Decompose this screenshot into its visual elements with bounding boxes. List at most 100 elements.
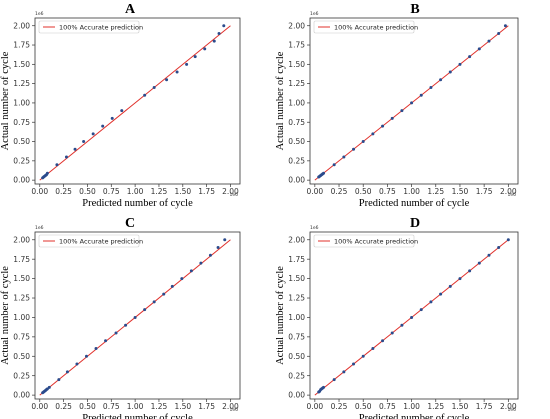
data-point xyxy=(448,70,452,74)
data-point xyxy=(212,39,216,43)
y-tick-label: 1.50 xyxy=(288,274,305,283)
y-tick-label: 1.00 xyxy=(288,99,305,108)
data-point xyxy=(133,315,137,319)
data-point xyxy=(143,93,147,97)
data-point xyxy=(468,269,472,273)
x-tick-label: 0.25 xyxy=(331,187,348,196)
data-point xyxy=(429,300,433,304)
data-point xyxy=(322,171,326,175)
y-tick-label: 1.25 xyxy=(13,294,30,303)
data-point xyxy=(322,385,326,389)
data-point xyxy=(94,347,98,351)
data-point xyxy=(143,308,147,312)
x-tick-label: 1.75 xyxy=(198,187,215,196)
panel-a: A 0.00 0.25 0.50 0.75 1.00 1.25 1.50 1.75 2.00 0.0… xyxy=(0,2,241,209)
data-point xyxy=(487,253,491,257)
y-tick-label: 0.50 xyxy=(288,352,305,361)
y-tick-label: 0.00 xyxy=(288,391,305,400)
data-point xyxy=(217,31,221,35)
data-point xyxy=(216,246,220,250)
x-tick-label: 1.25 xyxy=(151,187,168,196)
data-point xyxy=(497,246,501,250)
x-tick-label: 0.50 xyxy=(79,402,96,411)
data-point xyxy=(439,292,443,296)
y-tick-label: 0.25 xyxy=(13,156,30,165)
data-point xyxy=(82,140,86,144)
x-offset-text: 1e6 xyxy=(230,407,239,413)
y-tick-label: 1.75 xyxy=(13,255,30,264)
y-axis-label: Actual number of cycle xyxy=(275,51,286,150)
data-point xyxy=(203,47,207,51)
y-tick-label: 1.75 xyxy=(288,41,305,50)
data-point xyxy=(410,101,414,105)
y-tick-label: 1.50 xyxy=(288,60,305,69)
data-point xyxy=(477,261,481,265)
data-point xyxy=(55,163,59,167)
data-point xyxy=(400,323,404,327)
y-tick-label: 1.00 xyxy=(13,99,30,108)
x-tick-label: 0.25 xyxy=(55,187,72,196)
panel-title-a: A xyxy=(125,2,136,17)
x-tick-label: 1.00 xyxy=(403,402,420,411)
panel-c: C 0.00 0.25 0.50 0.75 1.00 1.25 1.50 1.75 2.00 0.0… xyxy=(0,216,241,419)
x-tick-label: 1.75 xyxy=(476,402,493,411)
data-point xyxy=(114,331,118,335)
y-axis-label: Actual number of cycle xyxy=(275,266,286,365)
data-point xyxy=(503,24,507,28)
panel-title-c: C xyxy=(125,216,135,231)
y-tick-label: 0.00 xyxy=(13,391,30,400)
x-tick-label: 1.50 xyxy=(174,402,191,411)
x-tick-label: 0.75 xyxy=(103,402,120,411)
panel-title-b: B xyxy=(410,2,419,17)
y-tick-label: 1.00 xyxy=(13,313,30,322)
data-point xyxy=(458,277,462,281)
x-tick-label: 1.25 xyxy=(427,402,444,411)
data-point xyxy=(390,331,394,335)
data-point xyxy=(371,132,375,136)
x-tick-label: 1.00 xyxy=(127,187,144,196)
axes-frame-b xyxy=(309,17,519,185)
y-tick-label: 0.00 xyxy=(288,176,305,185)
y-offset-text: 1e6 xyxy=(310,11,319,17)
x-tick-label: 1.50 xyxy=(452,187,469,196)
data-point xyxy=(468,55,472,59)
data-point xyxy=(65,370,69,374)
data-point xyxy=(175,70,179,74)
y-tick-label: 0.25 xyxy=(288,371,305,380)
data-point xyxy=(223,238,227,242)
y-tick-label: 2.00 xyxy=(288,21,305,30)
data-point xyxy=(506,238,510,242)
x-tick-label: 1.00 xyxy=(403,187,420,196)
y-tick-label: 0.00 xyxy=(13,176,30,185)
axes-frame-a xyxy=(34,17,241,185)
data-point xyxy=(477,47,481,51)
legend-label: 100% Accurate prediction xyxy=(59,237,143,245)
axes-frame-d xyxy=(309,231,519,400)
y-tick-label: 1.50 xyxy=(13,60,30,69)
y-tick-label: 1.25 xyxy=(13,79,30,88)
y-tick-label: 0.75 xyxy=(288,332,305,341)
x-tick-label: 1.75 xyxy=(476,187,493,196)
data-point xyxy=(104,339,108,343)
y-tick-label: 0.25 xyxy=(13,371,30,380)
x-tick-label: 0.00 xyxy=(306,402,323,411)
x-tick-label: 0.00 xyxy=(306,187,323,196)
data-point xyxy=(410,315,414,319)
x-axis-label: Predicted number of cycle xyxy=(359,413,470,419)
y-tick-label: 1.75 xyxy=(13,41,30,50)
y-offset-text: 1e6 xyxy=(35,11,44,17)
y-tick-label: 1.25 xyxy=(288,294,305,303)
data-point xyxy=(64,155,68,159)
data-point xyxy=(193,55,197,59)
data-point xyxy=(162,292,166,296)
data-point xyxy=(124,323,128,327)
data-point xyxy=(165,78,169,82)
x-tick-label: 1.75 xyxy=(198,402,215,411)
x-axis-label: Predicted number of cycle xyxy=(82,413,193,419)
x-tick-label: 0.50 xyxy=(355,402,372,411)
x-offset-text: 1e6 xyxy=(508,407,517,413)
y-tick-label: 0.75 xyxy=(288,118,305,127)
data-point xyxy=(91,132,95,136)
data-point xyxy=(352,362,356,366)
